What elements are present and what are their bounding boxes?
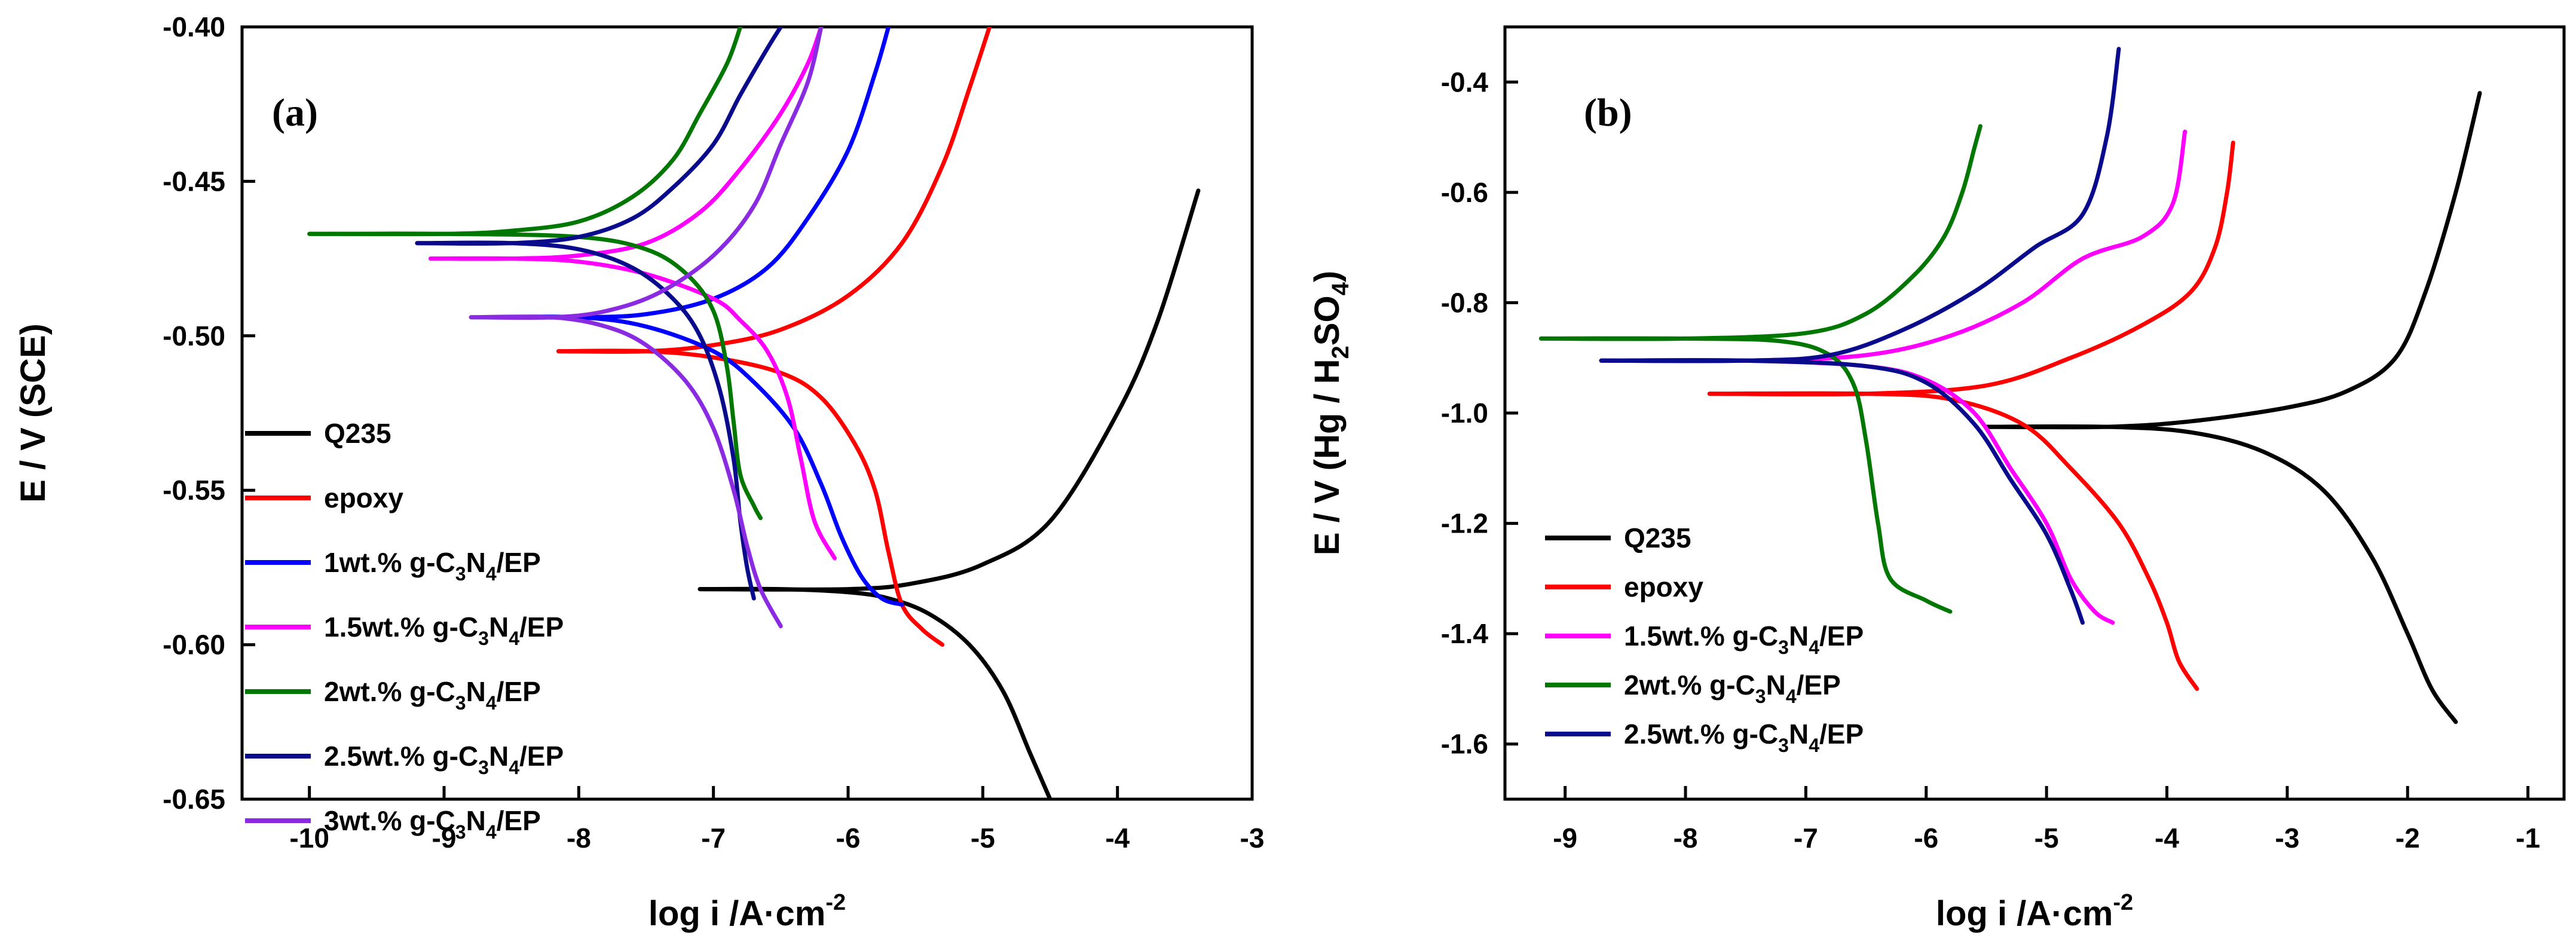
legend-label: 1wt.% g-C3N4/EP [324,547,541,585]
y-tick-label: -1.2 [1441,508,1488,539]
legend-label: Q235 [324,418,391,449]
chart-panel-a: -10 -9 -8 -7 -6 -5 -4 -3 -0.65 -0.60 -0.55 -0.50 -0.… [14,11,1264,933]
legend-label: epoxy [324,482,403,513]
plot-frame [240,25,1254,801]
y-tick-label: -0.6 [1441,177,1488,208]
x-tick-label: -1 [2516,822,2540,854]
series-line-epoxy-anodic [1707,140,2235,397]
y-tick-label: -0.55 [163,475,225,506]
series-line-epoxy-cathodic [1707,391,2199,691]
legend-label: 2.5wt.% g-C3N4/EP [1624,718,1864,756]
x-tick-label: -8 [567,822,591,854]
x-tick-label: -4 [1105,822,1130,854]
y-tick-label: -0.40 [163,11,225,42]
series-line-2-5wt-g-c3n4-ep-cathodic [1599,358,2085,625]
y-tick-label: -0.4 [1441,66,1489,97]
series-line-2wt-g-c3n4-ep-anodic [1538,124,1983,341]
legend: Q235 epoxy 1.5wt.% g-C3N4/EP 2wt.% g-C3N4/E… [1545,522,1864,756]
y-tick-label: -0.65 [163,784,225,815]
legend-label: 1.5wt.% g-C3N4/EP [1624,620,1864,658]
legend: Q235 epoxy 1wt.% g-C3N4/EP 1.5wt.% g-C3N4/E… [245,418,564,843]
y-tick-label: -0.45 [163,166,225,197]
legend-label: 2wt.% g-C3N4/EP [1624,669,1841,707]
y-axis-label: E / V (Hg / H2SO4) [1308,271,1354,555]
y-tick-label: -0.60 [163,629,225,660]
x-tick-label: -9 [1553,822,1577,854]
x-tick-label: -2 [2396,822,2420,854]
y-tick-label: -1.6 [1441,729,1488,760]
series-line-3wt-g-c3n4-ep-cathodic [469,314,783,629]
x-tick-label: -6 [1914,822,1938,854]
series-line-2-5wt-g-c3n4-ep-anodic [415,27,783,246]
x-tick-label: -8 [1674,822,1698,854]
x-tick-label: -5 [2035,822,2059,854]
x-tick-label: -7 [701,822,726,854]
y-tick-label: -1.0 [1441,397,1488,429]
y-tick-label: -0.8 [1441,287,1488,318]
series-line-1-5wt-g-c3n4-ep-anodic [1599,129,2188,363]
legend-label: epoxy [1624,571,1703,603]
y-tick-label: -1.4 [1441,618,1489,649]
x-tick-label: -7 [1794,822,1818,854]
series-line-1-5wt-g-c3n4-ep-cathodic [429,256,837,561]
legend-label: 2wt.% g-C3N4/EP [324,676,541,714]
x-tick-label: -6 [836,822,861,854]
series-line-2wt-g-c3n4-ep-cathodic [307,231,763,521]
series-line-2wt-g-c3n4-ep-cathodic [1538,336,1953,614]
series-line-q235-cathodic [1984,424,2458,724]
legend-label: 3wt.% g-C3N4/EP [324,805,541,843]
series-line-q235-cathodic [697,586,1053,799]
x-tick-label: -4 [2155,822,2179,854]
series-line-2-5wt-g-c3n4-ep-anodic [1599,47,2121,363]
x-tick-label: -3 [1240,822,1265,854]
series-line-1wt-g-c3n4-ep-cathodic [482,314,904,607]
chart-panel-b: -9 -8 -7 -6 -5 -4 -3 -2 -1 -1.6 -1.4 -1.2 -1.0 -0.8 -0… [1308,25,2566,933]
x-tick-label: -9 [432,822,457,854]
y-tick-label: -0.50 [163,320,225,351]
series-line-q235-anodic [697,188,1201,592]
series-line-epoxy-anodic [556,27,992,354]
x-tick-label: -3 [2275,822,2299,854]
x-tick-label: -10 [289,822,329,854]
x-tick-label: -5 [971,822,995,854]
panel-label: (b) [1584,91,1632,134]
panel-label: (a) [272,91,318,134]
x-axis-label: log i /A·cm-2 [648,890,846,933]
legend-label: 2.5wt.% g-C3N4/EP [324,741,564,778]
y-axis-label: E / V (SCE) [14,323,53,503]
x-axis-label: log i /A·cm-2 [1936,890,2133,933]
legend-label: Q235 [1624,522,1691,554]
legend-label: 1.5wt.% g-C3N4/EP [324,611,564,649]
series-line-2wt-g-c3n4-ep-anodic [307,27,743,237]
